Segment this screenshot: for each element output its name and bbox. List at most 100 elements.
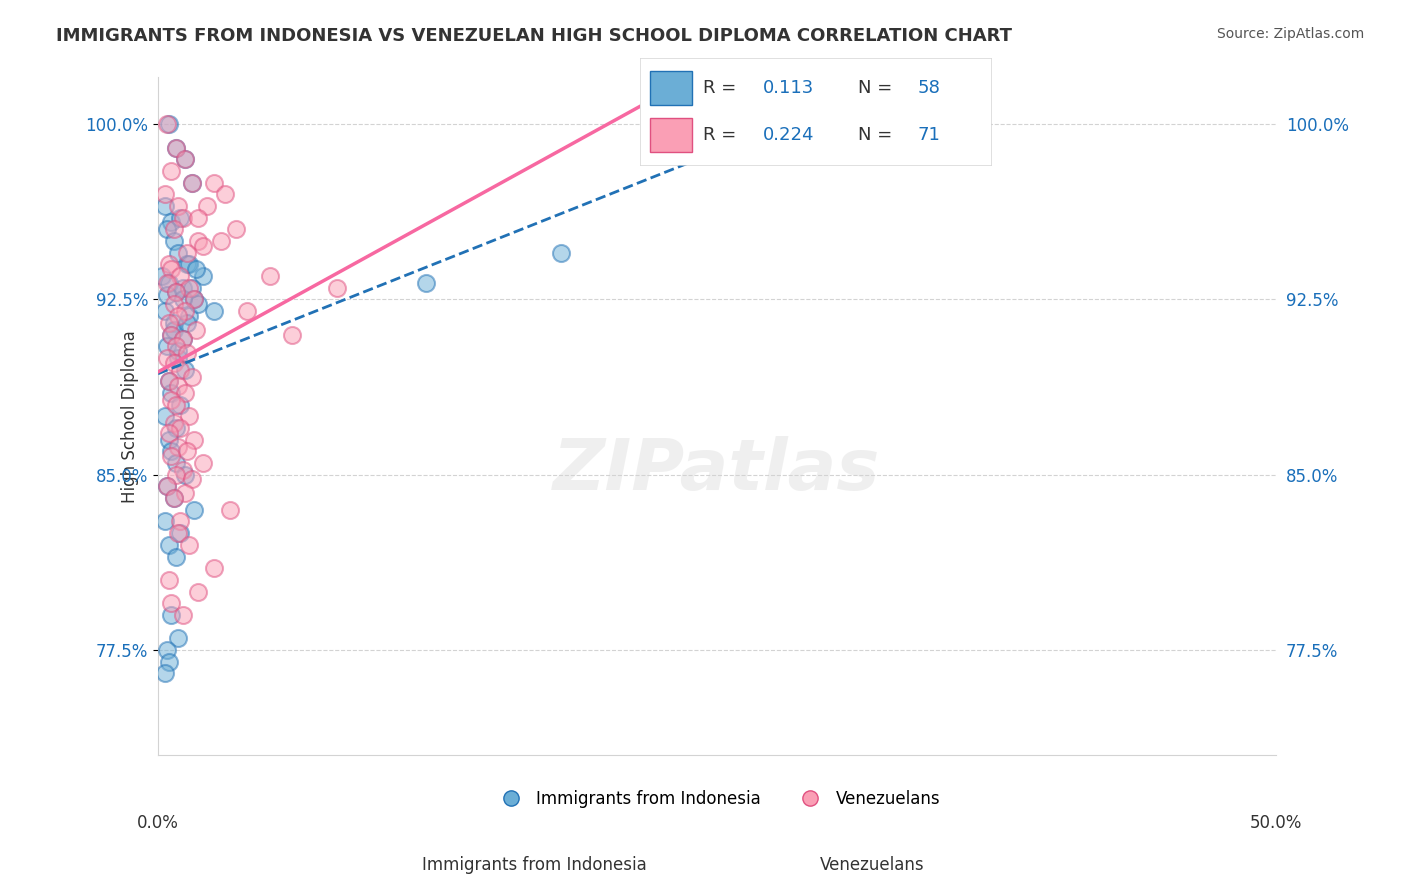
Bar [650, 118, 693, 153]
Point [180, 369, 202, 384]
Point [165, 140, 187, 154]
Point [183, 293, 205, 307]
Point [163, 491, 186, 505]
Point [550, 245, 572, 260]
Point [169, 515, 191, 529]
Point [187, 584, 209, 599]
Text: Source: ZipAtlas.com: Source: ZipAtlas.com [1216, 27, 1364, 41]
Text: 50.0%: 50.0% [1250, 814, 1302, 831]
Point [163, 417, 186, 431]
Point [156, 643, 179, 657]
Point [173, 304, 195, 318]
Point [153, 304, 176, 318]
Point [415, 276, 437, 290]
Point [183, 293, 205, 307]
Point [173, 386, 195, 401]
Point [214, 187, 236, 202]
Point [167, 526, 190, 541]
Point [179, 538, 201, 552]
Text: Venezuelans: Venezuelans [820, 856, 924, 874]
Text: 0.0%: 0.0% [136, 814, 179, 831]
Point [218, 503, 240, 517]
Point [156, 117, 179, 131]
Bar [650, 70, 693, 105]
Point [179, 409, 201, 424]
Text: N =: N = [858, 79, 897, 97]
Point [259, 269, 281, 284]
Point [165, 421, 187, 435]
Point [165, 467, 187, 482]
Point [169, 269, 191, 284]
Point [163, 234, 186, 248]
Point [184, 262, 207, 277]
Point [326, 281, 349, 295]
Point [180, 281, 202, 295]
Point [156, 479, 179, 493]
Text: 58: 58 [918, 79, 941, 97]
Text: ZIPatlas: ZIPatlas [554, 436, 880, 505]
Point [165, 339, 187, 353]
Point [173, 486, 195, 500]
Text: 71: 71 [918, 126, 941, 144]
Point [157, 374, 180, 388]
Point [163, 316, 186, 330]
Point [157, 117, 180, 131]
Text: 0.113: 0.113 [763, 79, 814, 97]
Point [160, 327, 183, 342]
Point [165, 398, 187, 412]
Point [176, 245, 198, 260]
Point [152, 269, 174, 284]
Point [187, 211, 209, 225]
Point [187, 234, 209, 248]
Point [165, 285, 187, 300]
Point [163, 222, 186, 236]
Point [183, 433, 205, 447]
Point [160, 164, 183, 178]
Point [160, 596, 183, 610]
Point [153, 515, 176, 529]
Point [173, 362, 195, 376]
Point [180, 176, 202, 190]
Point [157, 316, 180, 330]
Point [163, 491, 186, 505]
Legend: Immigrants from Indonesia, Venezuelans: Immigrants from Indonesia, Venezuelans [488, 783, 946, 814]
Point [173, 153, 195, 167]
Point [191, 269, 214, 284]
Point [163, 355, 186, 369]
Point [157, 425, 180, 440]
Text: Immigrants from Indonesia: Immigrants from Indonesia [422, 856, 647, 874]
Point [156, 287, 179, 301]
Point [172, 332, 194, 346]
Point [172, 211, 194, 225]
Point [160, 444, 183, 458]
Point [156, 339, 179, 353]
Point [179, 309, 201, 323]
Point [160, 607, 183, 622]
Point [202, 304, 225, 318]
Text: 0.224: 0.224 [763, 126, 814, 144]
Point [160, 262, 183, 277]
Point [169, 421, 191, 435]
Point [281, 327, 304, 342]
Point [195, 199, 218, 213]
Point [167, 199, 190, 213]
Point [183, 503, 205, 517]
Point [153, 187, 176, 202]
Point [163, 323, 186, 337]
Point [209, 234, 232, 248]
Point [156, 276, 179, 290]
Point [172, 293, 194, 307]
Point [191, 238, 214, 252]
Point [176, 444, 198, 458]
Point [160, 386, 183, 401]
Point [176, 257, 198, 271]
Point [191, 456, 214, 470]
Point [236, 304, 259, 318]
Point [169, 398, 191, 412]
Point [172, 607, 194, 622]
Point [173, 467, 195, 482]
Point [165, 285, 187, 300]
Point [172, 332, 194, 346]
Point [180, 176, 202, 190]
Point [160, 215, 183, 229]
